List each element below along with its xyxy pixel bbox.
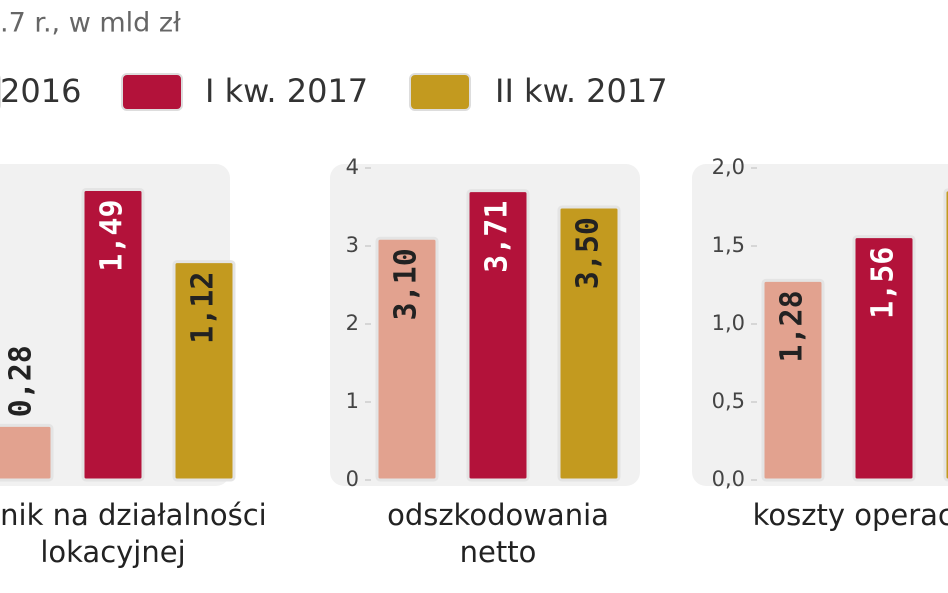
legend-label: 2016 bbox=[0, 72, 81, 110]
legend-label: I kw. 2017 bbox=[205, 72, 368, 110]
y-tick-label: 2 bbox=[346, 311, 359, 335]
subtitle: .7 r., w mld zł bbox=[0, 8, 181, 39]
bar bbox=[0, 423, 54, 482]
value-label: 3,10 bbox=[389, 248, 424, 320]
legend-label: II kw. 2017 bbox=[495, 72, 668, 110]
y-tick-label: 4 bbox=[346, 155, 359, 179]
value-label: 3,71 bbox=[480, 201, 515, 273]
bar bbox=[375, 236, 439, 482]
y-tick-label: 1 bbox=[346, 389, 359, 413]
value-label: 1,28 bbox=[775, 290, 810, 362]
y-tick-label: 1,0 bbox=[712, 311, 745, 335]
bar bbox=[466, 189, 530, 482]
value-label: 1,49 bbox=[95, 199, 130, 271]
y-tick-label: 2,0 bbox=[712, 155, 745, 179]
bar bbox=[557, 205, 621, 482]
value-label: 3,50 bbox=[571, 217, 606, 289]
value-label: 0,28 bbox=[4, 345, 39, 417]
bar bbox=[761, 278, 825, 482]
y-tick-label: 0,5 bbox=[712, 389, 745, 413]
legend-swatch bbox=[409, 73, 471, 111]
value-label: 1,12 bbox=[186, 272, 221, 344]
value-label: 1,56 bbox=[866, 247, 901, 319]
y-tick-label: 0,0 bbox=[712, 467, 745, 491]
y-tick-label: 1,5 bbox=[712, 233, 745, 257]
bar bbox=[172, 260, 236, 482]
y-tick-label: 3 bbox=[346, 233, 359, 257]
category-label: odszkodowania netto bbox=[387, 498, 609, 569]
y-tick-label: 0 bbox=[346, 467, 359, 491]
bar bbox=[943, 188, 948, 482]
category-label: koszty operacyjne bbox=[752, 498, 948, 532]
legend-swatch bbox=[121, 73, 183, 111]
category-label: wynik na działalności lokacyjnej bbox=[0, 498, 267, 569]
bar bbox=[81, 187, 145, 482]
bar bbox=[852, 235, 916, 482]
